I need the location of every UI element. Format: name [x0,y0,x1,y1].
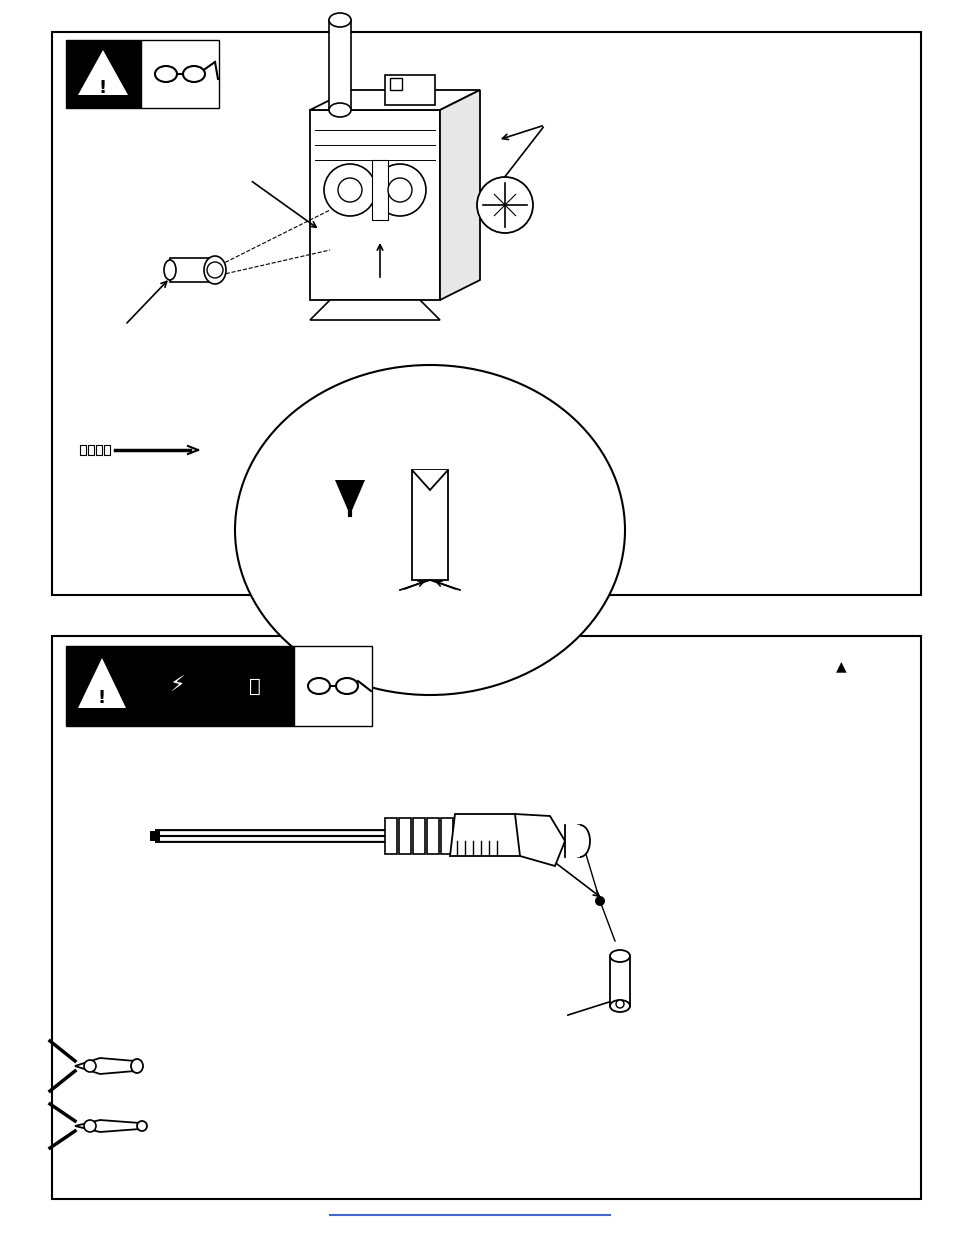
Ellipse shape [329,103,351,117]
Polygon shape [310,90,479,110]
Ellipse shape [569,825,589,857]
Polygon shape [450,814,530,856]
Bar [564,825,579,857]
Bar [141,40,219,107]
Circle shape [388,178,412,203]
Polygon shape [310,300,439,320]
Bar [138,646,215,726]
Ellipse shape [137,1121,147,1131]
Bar [385,75,435,105]
Circle shape [337,178,361,203]
Bar [52,636,920,1199]
Bar [372,161,388,220]
Polygon shape [335,480,365,515]
Ellipse shape [164,261,175,280]
Bar [385,818,396,853]
Bar [52,32,920,595]
Ellipse shape [183,65,205,82]
Bar [80,445,86,454]
Bar [96,445,102,454]
Circle shape [207,262,223,278]
Ellipse shape [234,366,624,695]
Circle shape [595,897,604,906]
Bar [398,818,411,853]
Ellipse shape [308,678,330,694]
Polygon shape [78,49,128,95]
Bar [66,40,141,107]
Ellipse shape [204,256,226,284]
Ellipse shape [131,1058,143,1073]
Circle shape [616,1000,623,1008]
Bar [88,445,94,454]
Polygon shape [439,90,479,300]
Circle shape [324,164,375,216]
Bar [413,818,424,853]
Circle shape [84,1120,96,1132]
Ellipse shape [154,65,177,82]
Text: 🔥: 🔥 [249,677,260,695]
Polygon shape [412,471,448,490]
Bar [412,471,448,580]
Ellipse shape [609,950,629,962]
Bar [150,831,160,841]
Polygon shape [78,658,126,708]
Bar [609,956,629,1007]
Bar [104,445,110,454]
Polygon shape [515,814,564,866]
Bar [215,646,294,726]
Bar [329,20,351,110]
Polygon shape [75,1120,140,1132]
Text: ▲: ▲ [835,659,845,673]
Circle shape [374,164,426,216]
Polygon shape [75,1058,135,1074]
Circle shape [476,177,533,233]
Bar [294,646,372,726]
Bar [427,818,438,853]
Circle shape [84,1060,96,1072]
Bar [170,258,214,282]
Bar [440,818,453,853]
Text: ⚡: ⚡ [169,676,185,697]
Text: !: ! [98,689,106,706]
Ellipse shape [329,14,351,27]
Text: !: ! [99,79,107,98]
Bar [390,78,401,90]
Ellipse shape [609,1000,629,1011]
Ellipse shape [335,678,357,694]
Bar [66,646,138,726]
Polygon shape [310,110,439,300]
